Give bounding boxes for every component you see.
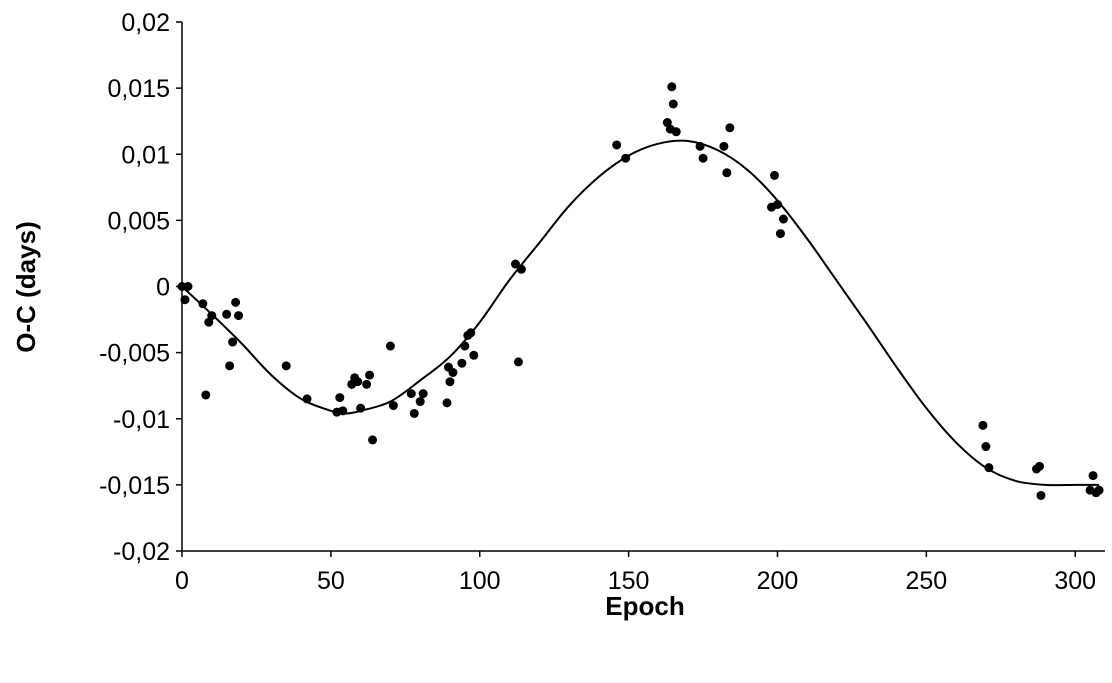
data-point [516,264,526,274]
data-point [1088,471,1098,481]
data-point [695,141,705,151]
data-point [362,379,372,389]
data-point [667,82,677,92]
data-point [442,398,452,408]
data-point [445,377,455,387]
data-point [722,168,732,178]
data-point [457,358,467,368]
data-point [612,140,622,150]
y-tick-label: -0,02 [113,538,170,566]
data-point [180,295,190,305]
x-axis-title: Epoch [605,591,684,621]
data-point [621,153,631,163]
data-point [335,393,345,403]
y-tick-label: 0 [156,274,170,302]
data-point [770,170,780,180]
data-point [775,229,785,239]
data-point [418,389,428,399]
data-point [668,99,678,109]
data-point [385,341,395,351]
x-tick-label: 250 [905,567,947,595]
data-point [281,361,291,371]
data-point [725,123,735,133]
data-point [368,435,378,445]
data-point [183,282,193,291]
data-point [671,127,681,137]
data-point [356,403,366,413]
data-point [338,406,348,416]
data-point [353,377,363,387]
data-point [406,389,416,399]
x-tick-label: 300 [1054,567,1096,595]
fit-curve [181,139,1100,487]
data-point [460,341,470,351]
data-point [513,357,523,367]
data-point [198,299,208,309]
x-axis-ticks: 0 50 100 150 200 250 300 [175,551,1096,595]
data-point [225,361,235,371]
x-tick-label: 0 [175,567,189,595]
data-point [207,311,217,321]
y-tick-label: 0,02 [121,9,170,37]
data-point [698,153,708,163]
x-tick-label: 50 [317,567,345,595]
data-point [469,350,479,360]
x-tick-label: 150 [608,567,650,595]
x-tick-label: 200 [757,567,799,595]
data-point [466,328,476,338]
data-points [177,82,1104,500]
data-point [772,200,782,210]
y-tick-label: -0,01 [113,406,170,434]
y-axis-ticks: -0,02 -0,015 -0,01 -0,005 0 0,005 0,01 0,015 0,0… [99,9,182,566]
y-tick-label: 0,005 [107,207,170,235]
data-point [448,367,458,377]
y-tick-label: 0,01 [121,141,170,169]
data-point [365,370,375,380]
data-point [778,214,788,224]
data-point [201,390,211,400]
data-point [231,297,241,307]
y-tick-label: -0,005 [99,340,170,368]
data-point [719,141,729,151]
data-point [981,442,991,452]
data-point [302,394,312,404]
data-point [1036,490,1046,500]
data-point [1094,485,1104,495]
data-point [234,311,244,321]
data-point [1034,461,1044,471]
data-point [228,337,238,347]
data-point [409,408,419,418]
data-point [510,259,520,269]
data-point [984,463,994,473]
y-tick-label: -0,015 [99,472,170,500]
y-axis-title: O-C (days) [11,221,41,352]
data-point [222,309,232,319]
data-point [388,401,398,411]
x-tick-label: 100 [459,567,501,595]
data-point [415,397,425,407]
data-point [978,420,988,430]
y-tick-label: 0,015 [107,75,170,103]
